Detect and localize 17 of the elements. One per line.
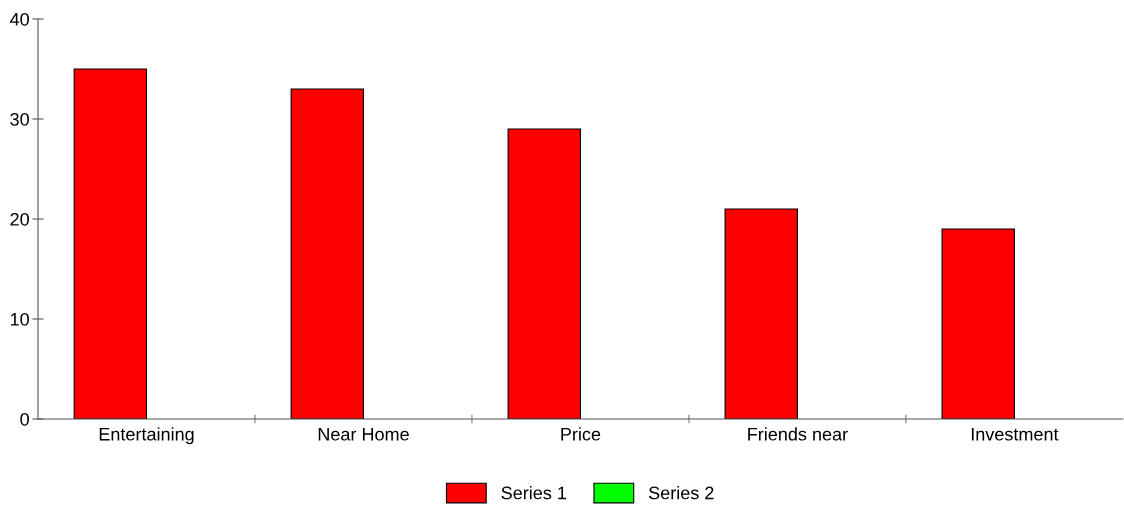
legend-label: Series 1 bbox=[501, 486, 567, 500]
bar bbox=[724, 208, 798, 419]
legend-label: Series 2 bbox=[648, 486, 714, 500]
y-tick-label: 40 bbox=[10, 12, 29, 26]
x-tick-label: Near Home bbox=[318, 428, 409, 441]
x-tick-label: Friends near bbox=[748, 427, 848, 441]
x-tick-label: Investment bbox=[971, 428, 1059, 441]
bar bbox=[73, 68, 148, 419]
bar bbox=[507, 128, 581, 419]
y-tick-label: 20 bbox=[10, 212, 29, 226]
y-tick-label: 30 bbox=[10, 112, 29, 126]
bar bbox=[290, 88, 365, 419]
y-tick-label: 0 bbox=[20, 412, 29, 426]
bar bbox=[941, 228, 1015, 419]
y-tick-label: 10 bbox=[10, 312, 29, 326]
x-tick-label: Entertaining bbox=[99, 427, 194, 445]
x-tick-label: Price bbox=[561, 427, 601, 441]
